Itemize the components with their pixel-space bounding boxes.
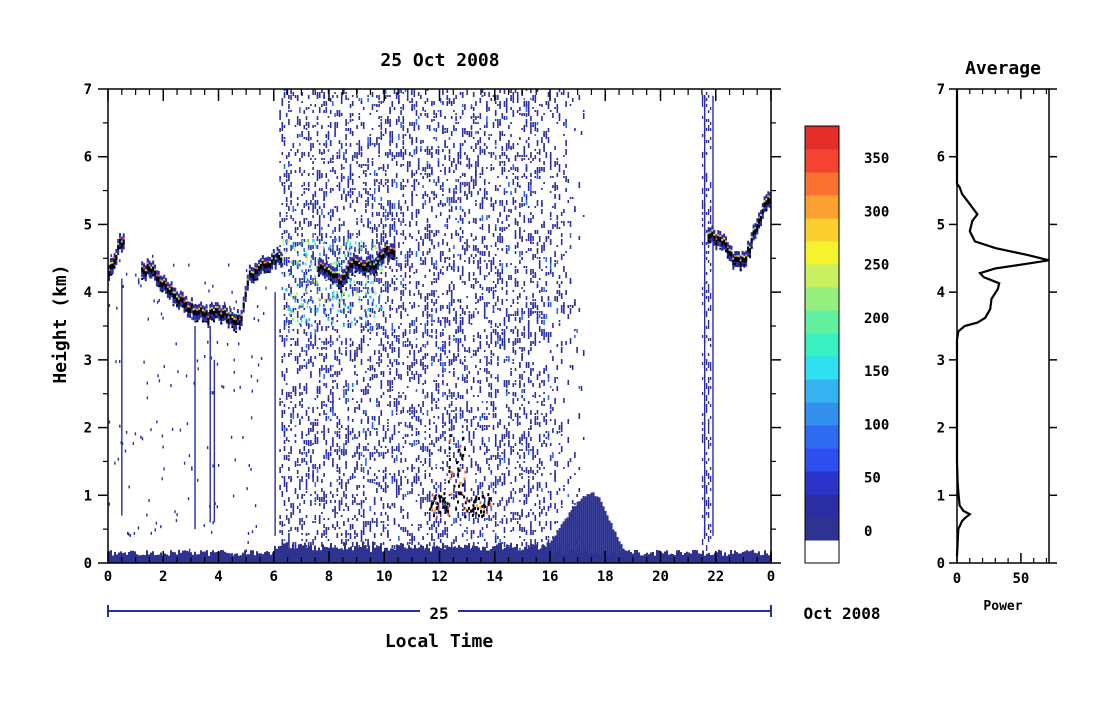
x-tick-label: 22 [707,569,724,585]
colorbar-tick-label: 150 [864,364,889,380]
colorbar-swatch [805,425,839,449]
colorbar-swatch [805,471,839,495]
colorbar-frame [804,125,840,564]
y-tick-label: 3 [84,353,92,369]
colorbar-swatch [805,264,839,288]
average-y-tick-label: 1 [937,488,945,504]
average-y-tick-label: 4 [937,285,945,301]
y-tick-label: 1 [84,488,92,504]
colorbar: 0 50 100 150 200 250 300 350 [804,125,889,564]
colorbar-swatch [805,310,839,334]
colorbar-tick-label: 200 [864,311,889,327]
x-tick-label: 16 [542,569,559,585]
y-tick-label: 7 [84,82,92,98]
average-y-tick-label: 6 [937,150,945,166]
x-tick-label: 2 [159,569,167,585]
average-y-tick-label: 7 [937,82,945,98]
x-tick-label: 0 [104,569,112,585]
x-tick-label: 0 [767,569,775,585]
colorbar-swatch [805,241,839,265]
average-y-tick-label: 5 [937,217,945,233]
x-tick-label: 4 [214,569,222,585]
colorbar-swatch [805,149,839,173]
colorbar-swatch [805,517,839,541]
x-axis-label: Local Time [385,631,494,652]
y-tick-label: 4 [84,285,92,301]
average-profile-line [955,89,1050,557]
colorbar-tick-label: 350 [864,151,889,167]
low-echo-cluster [429,434,492,519]
layer-halo [282,238,383,328]
colorbar-swatch [805,494,839,518]
y-tick-label: 6 [84,150,92,166]
colorbar-swatch [805,379,839,403]
date-axis-label: 25 [429,604,448,623]
chart-title: 25 Oct 2008 [380,50,499,71]
colorbar-swatch [805,356,839,380]
x-tick-label: 18 [597,569,614,585]
average-title: Average [965,58,1041,79]
colorbar-swatch [805,126,839,150]
colorbar-swatch [805,402,839,426]
evening-layer-trace [707,191,772,272]
heatmap-data [108,89,772,563]
average-x-tick-label: 0 [953,571,961,587]
y-tick-label: 5 [84,217,92,233]
y-axis-label: Height (km) [50,264,71,383]
colorbar-swatch [805,195,839,219]
y-tick-label: 2 [84,421,92,437]
x-tick-label: 14 [486,569,503,585]
x-tick-label: 10 [376,569,393,585]
average-y-tick-label: 2 [937,421,945,437]
colorbar-swatch [805,287,839,311]
colorbar-swatch [805,218,839,242]
vertical-streaks [121,95,714,536]
average-ticks: 0 1 2 3 4 5 6 7 0 50 [937,82,1057,587]
main-layer-trace [108,233,396,333]
colorbar-tick-label: 0 [864,524,872,540]
average-y-tick-label: 3 [937,353,945,369]
x-tick-label: 6 [270,569,278,585]
colorbar-swatch [805,333,839,357]
colorbar-swatch [805,448,839,472]
colorbar-swatch [805,172,839,196]
average-x-tick-label: 50 [1012,571,1029,587]
y-tick-label: 0 [84,556,92,572]
x-tick-label: 12 [431,569,448,585]
colorbar-tick-label: 300 [864,204,889,220]
date-axis [107,602,772,620]
average-frame [956,88,1050,564]
colorbar-swatch [805,540,839,564]
colorbar-tick-label: 100 [864,417,889,433]
average-y-tick-label: 0 [937,556,945,572]
x-tick-label: 20 [652,569,669,585]
x-tick-label: 8 [325,569,333,585]
date-axis-suffix: Oct 2008 [803,604,880,623]
colorbar-tick-label: 50 [864,471,881,487]
colorbar-tick-label: 250 [864,258,889,274]
convective-hump [508,492,639,563]
average-profile-panel: 0 1 2 3 4 5 6 7 0 50 [937,82,1057,587]
average-x-axis-label: Power [983,599,1022,614]
